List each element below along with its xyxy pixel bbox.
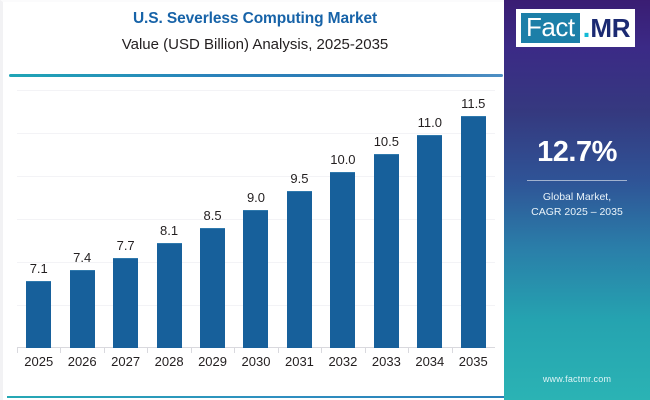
- title-divider: [9, 74, 503, 77]
- x-axis-label: 2030: [241, 354, 271, 369]
- bar-rect[interactable]: [156, 243, 182, 348]
- title-block: U.S. Severless Computing Market Value (U…: [3, 8, 507, 57]
- x-axis-tick: [321, 348, 323, 353]
- bar-rect[interactable]: [330, 172, 356, 348]
- x-axis-tick: [408, 348, 410, 353]
- bar-rect[interactable]: [417, 134, 443, 348]
- x-axis-tick: [190, 348, 192, 353]
- bar-rect[interactable]: [26, 280, 52, 348]
- x-axis-label: 2028: [154, 354, 184, 369]
- logo-mr-text: MR: [590, 13, 631, 43]
- gridline: [17, 176, 495, 177]
- bar-value-label: 7.7: [116, 238, 135, 254]
- x-axis-tick: [60, 348, 62, 353]
- bar-rect[interactable]: [69, 269, 95, 348]
- bar-value-label: 9.5: [290, 171, 309, 186]
- bar-rect[interactable]: [200, 228, 226, 348]
- bar-value-label: 11.5: [461, 96, 486, 112]
- bar-value-label: 10.5: [373, 133, 399, 149]
- bar-item[interactable]: 11.5: [451, 90, 495, 353]
- bar-item[interactable]: 7.7: [103, 90, 147, 353]
- bar-value-label: 8.5: [203, 208, 222, 224]
- bar-value-label: 7.1: [29, 260, 48, 276]
- x-axis-label: 2025: [24, 354, 54, 369]
- bar-item[interactable]: 8.1: [147, 90, 190, 353]
- bar-value-label: 10.0: [330, 152, 356, 168]
- page-title: U.S. Severless Computing Market: [132, 10, 378, 27]
- x-axis-tick: [234, 348, 236, 353]
- x-axis-label: 2027: [111, 354, 141, 369]
- bar-item[interactable]: 7.1: [17, 90, 60, 353]
- x-axis-tick: [17, 348, 18, 353]
- chart-subtitle: Value (USD Billion) Analysis, 2025-2035: [121, 36, 389, 53]
- logo-dot-text: .: [582, 12, 591, 43]
- bar-series: 7.1 7.4 7.7 8.1 8.5 9.0 9.5 10.0 10.5 11.0 11.5: [17, 90, 495, 353]
- x-axis-label: 2031: [284, 354, 314, 369]
- x-axis-label: 2034: [415, 354, 445, 369]
- bar-value-label: 8.1: [160, 223, 179, 239]
- bar-item[interactable]: 9.0: [234, 90, 277, 353]
- bar-item[interactable]: 10.0: [321, 90, 364, 353]
- logo-fact-text: Fact: [520, 12, 581, 44]
- x-axis-label: 2029: [198, 354, 227, 369]
- bar-item[interactable]: 8.5: [190, 90, 234, 353]
- brand-panel: Fact . MR 12.7% Global Market, CAGR 2025…: [504, 0, 650, 400]
- site-url[interactable]: www.factmr.com: [542, 374, 612, 384]
- x-axis-label: 2035: [458, 354, 488, 369]
- x-axis-label: 2033: [371, 354, 401, 369]
- x-axis-tick: [277, 348, 279, 353]
- bar-rect[interactable]: [286, 191, 312, 348]
- gridline: [17, 90, 495, 91]
- cagr-caption-line1: Global Market,: [542, 191, 612, 203]
- x-axis-tick: [364, 348, 366, 353]
- x-axis-tick: [451, 348, 453, 353]
- bar-item[interactable]: 7.4: [60, 90, 103, 353]
- cagr-divider: [527, 180, 627, 181]
- bar-rect[interactable]: [243, 209, 269, 348]
- bar-value-label: 9.0: [246, 189, 266, 205]
- bar-rect[interactable]: [113, 258, 139, 348]
- bar-rect[interactable]: [460, 116, 486, 348]
- cagr-value: 12.7%: [537, 136, 617, 168]
- x-axis-label: 2026: [67, 354, 97, 369]
- chart-panel: U.S. Severless Computing Market Value (U…: [0, 0, 507, 400]
- bottom-divider: [7, 396, 505, 398]
- factmr-logo[interactable]: Fact . MR: [516, 9, 636, 47]
- x-axis-tick: [147, 348, 149, 353]
- bar-item[interactable]: 9.5: [277, 90, 321, 353]
- bar-item[interactable]: 10.5: [364, 90, 408, 353]
- bar-rect[interactable]: [373, 153, 399, 348]
- plot-area: 7.1 7.4 7.7 8.1 8.5 9.0 9.5 10.0 10.5 11.0 11.5: [17, 90, 495, 353]
- x-axis-tick: [103, 348, 105, 353]
- gridline: [17, 133, 495, 134]
- bar-value-label: 7.4: [73, 249, 92, 265]
- bar-value-label: 11.0: [417, 114, 442, 130]
- bar-item[interactable]: 11.0: [408, 90, 451, 353]
- x-axis-label: 2032: [328, 354, 358, 369]
- cagr-caption: Global Market, CAGR 2025 – 2035: [504, 190, 650, 220]
- cagr-caption-line2: CAGR 2025 – 2035: [531, 206, 623, 218]
- x-axis-labels: 2025 2026 2027 2028 2029 2030 2031 2032 2033 2034…: [17, 354, 495, 369]
